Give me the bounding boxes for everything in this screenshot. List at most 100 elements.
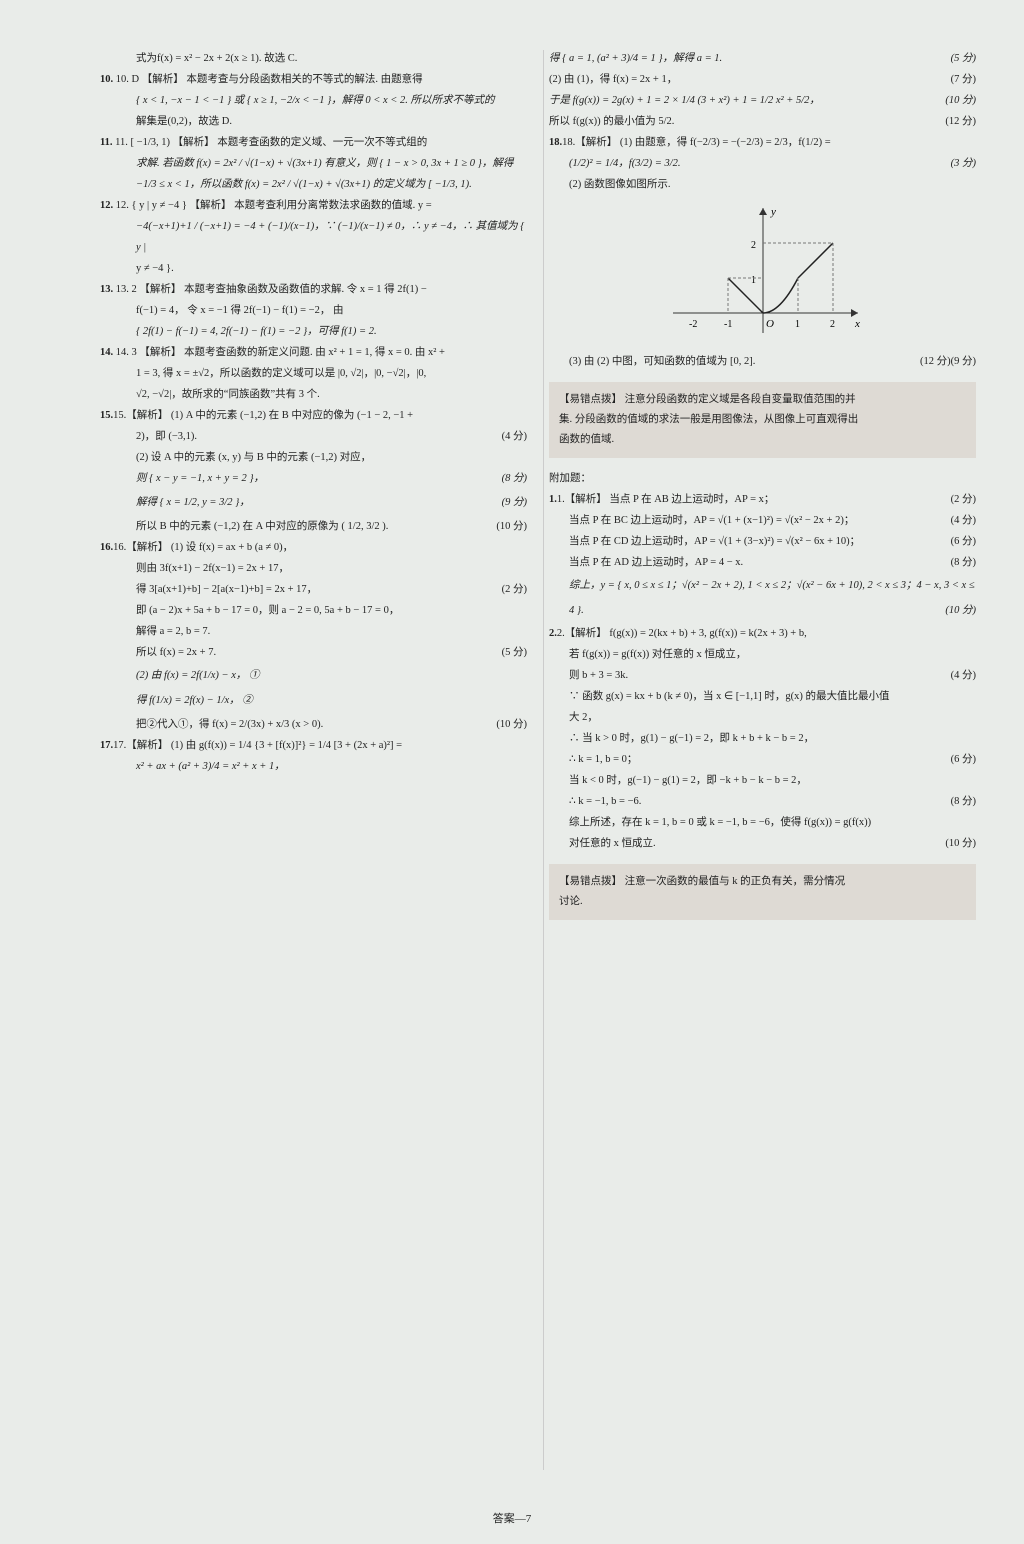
text: (1/2)² = 1/4，f(3/2) = 3/2. xyxy=(569,158,681,169)
ex1-l5: 综上，y = { x, 0 ≤ x ≤ 1；√(x² − 2x + 2), 1 … xyxy=(549,573,976,623)
score: (2 分) xyxy=(502,579,527,600)
columns: 式为f(x) = x² − 2x + 2(x ≥ 1). 故选 C. 10. 1… xyxy=(100,48,976,1488)
q10-line3: 解集是(0,2)，故选 D. xyxy=(100,111,527,132)
q14-line2: 1 = 3, 得 x = ±√2，所以函数的定义域可以是 |0, √2|，|0,… xyxy=(100,363,527,384)
score: (3 分) xyxy=(951,153,976,174)
ex2-l10: 综上所述，存在 k = 1, b = 0 或 k = −1, b = −6，使得… xyxy=(549,812,976,833)
q18-line2: (1/2)² = 1/4，f(3/2) = 3/2. (3 分) xyxy=(549,153,976,174)
callout2-l2: 讨论. xyxy=(559,892,966,912)
svg-text:2: 2 xyxy=(751,240,756,251)
r0b: (2) 由 (1)，得 f(x) = 2x + 1， (7 分) xyxy=(549,69,976,90)
score: (10 分) xyxy=(496,516,527,537)
column-divider xyxy=(543,50,544,1470)
q15-line2: 2)，即 (−3,1). (4 分) xyxy=(100,426,527,447)
text: 11. [ −1/3, 1) 【解析】 本题考查函数的定义域、一元一次不等式组的 xyxy=(115,137,427,148)
text: 综上，y = { x, 0 ≤ x ≤ 1；√(x² − 2x + 2), 1 … xyxy=(569,580,975,616)
text: 对任意的 x 恒成立. xyxy=(569,838,656,849)
q16-line7: (2) 由 f(x) = 2f(1/x) − x， ① xyxy=(100,663,527,688)
text: 15.【解析】 (1) A 中的元素 (−1,2) 在 B 中对应的像为 (−1… xyxy=(113,410,413,421)
ex2-l2: 若 f(g(x)) = g(f(x)) 对任意的 x 恒成立， xyxy=(549,644,976,665)
r0d: 所以 f(g(x)) 的最小值为 5/2.(12 分) xyxy=(549,111,976,132)
text: 把②代入①，得 f(x) = 2/(3x) + x/3 (x > 0). xyxy=(136,719,323,730)
q15-line4: 则 { x − y = −1, x + y = 2 }， (8 分) xyxy=(100,468,527,489)
score: (10 分) xyxy=(945,90,976,111)
score: (4 分) xyxy=(951,510,976,531)
text: 当点 P 在 AD 边上运动时，AP = 4 − x. xyxy=(569,557,743,568)
score: (8 分) xyxy=(502,468,527,489)
ex2-l5: 大 2， xyxy=(549,707,976,728)
text: 当点 P 在 BC 边上运动时，AP = √(1 + (x−1)²) = √(x… xyxy=(569,515,854,526)
r0a: 得 { a = 1, (a² + 3)/4 = 1 }，解得 a = 1. (5 … xyxy=(549,48,976,69)
text: 2)，即 (−3,1). xyxy=(136,431,197,442)
text: ∴ k = 1, b = 0； xyxy=(569,754,637,765)
ex2-l1: 2.2.【解析】 f(g(x)) = 2(kx + b) + 3, g(f(x)… xyxy=(549,623,976,644)
q16-line1: 16.16.【解析】 (1) 设 f(x) = ax + b (a ≠ 0)， xyxy=(100,537,527,558)
ex2-l4: ∵ 函数 g(x) = kx + b (k ≠ 0)，当 x ∈ [−1,1] … xyxy=(549,686,976,707)
ex1-l1: 1.1.【解析】 当点 P 在 AB 边上运动时，AP = x；(2 分) xyxy=(549,489,976,510)
text: 所以 B 中的元素 (−1,2) 在 A 中对应的原像为 ( 1/2, 3/2 … xyxy=(136,521,388,532)
q18-line5: (3) 由 (2) 中图，可知函数的值域为 [0, 2].(12 分) xyxy=(549,351,976,372)
text: 10. D 【解析】 本题考查与分段函数相关的不等式的解法. 由题意得 xyxy=(116,74,423,85)
text: 18.【解析】 (1) 由题意，得 f(−2/3) = −(−2/3) = 2/… xyxy=(562,137,831,148)
left-column: 式为f(x) = x² − 2x + 2(x ≥ 1). 故选 C. 10. 1… xyxy=(100,48,527,1488)
ex2-l3: 则 b + 3 = 3k.(4 分) xyxy=(549,665,976,686)
svg-text:1: 1 xyxy=(795,319,800,330)
page: 式为f(x) = x² − 2x + 2(x ≥ 1). 故选 C. 10. 1… xyxy=(0,0,1024,1544)
function-graph: x y -2 -1 O 1 2 1 2 xyxy=(663,203,863,343)
q16-line9: 把②代入①，得 f(x) = 2/(3x) + x/3 (x > 0).(10 … xyxy=(100,714,527,735)
svg-text:y: y xyxy=(770,206,776,218)
q15-line5: 解得 { x = 1/2, y = 3/2 }，(9 分) xyxy=(100,489,527,516)
svg-text:2: 2 xyxy=(830,319,835,330)
q14-line1: 14. 14. 3 【解析】 本题考查函数的新定义问题. 由 x² + 1 = … xyxy=(100,342,527,363)
text: 得 3[a(x+1)+b] − 2[a(x−1)+b] = 2x + 17， xyxy=(136,584,317,595)
text: 14. 3 【解析】 本题考查函数的新定义问题. 由 x² + 1 = 1, 得… xyxy=(116,347,445,358)
text: 当点 P 在 CD 边上运动时，AP = √(1 + (3−x)²) = √(x… xyxy=(569,536,860,547)
svg-text:-1: -1 xyxy=(724,319,732,330)
text: ∴ k = −1, b = −6. xyxy=(569,796,641,807)
score: (4 分) xyxy=(502,426,527,447)
line: 式为f(x) = x² − 2x + 2(x ≥ 1). 故选 C. xyxy=(100,48,527,69)
text: (3) 由 (2) 中图，可知函数的值域为 [0, 2]. xyxy=(569,356,755,367)
ex2-l7: ∴ k = 1, b = 0；(6 分) xyxy=(549,749,976,770)
q16-line6: 所以 f(x) = 2x + 7.(5 分) xyxy=(100,642,527,663)
q11-line1: 11. 11. [ −1/3, 1) 【解析】 本题考查函数的定义域、一元一次不… xyxy=(100,132,527,153)
q14-line3: √2, −√2|，故所求的“同族函数”共有 3 个. xyxy=(100,384,527,405)
q12-line3: y ≠ −4 }. xyxy=(100,258,527,279)
text: 17.【解析】 (1) 由 g(f(x)) = 1/4 {3 + [f(x)]²… xyxy=(113,740,402,751)
page-footer: 答案—7 xyxy=(0,1510,1024,1526)
q15-line6: 所以 B 中的元素 (−1,2) 在 A 中对应的原像为 ( 1/2, 3/2 … xyxy=(100,516,527,537)
score: (9 分) xyxy=(502,489,527,516)
q15-line1: 15.15.【解析】 (1) A 中的元素 (−1,2) 在 B 中对应的像为 … xyxy=(100,405,527,426)
extra-heading: 附加题： xyxy=(549,468,976,489)
score: (5 分) xyxy=(502,642,527,663)
score: (7 分) xyxy=(951,69,976,90)
text: 12. { y | y ≠ −4 } 【解析】 本题考查利用分离常数法求函数的值… xyxy=(116,200,432,211)
q16-line4: 即 (a − 2)x + 5a + b − 17 = 0，则 a − 2 = 0… xyxy=(100,600,527,621)
q11-line3: −1/3 ≤ x < 1，所以函数 f(x) = 2x² / √(1−x) + … xyxy=(100,174,527,195)
score: (5 分) xyxy=(951,48,976,69)
q17-line2: x² + ax + (a² + 3)/4 = x² + x + 1， xyxy=(100,756,527,777)
q16-line3: 得 3[a(x+1)+b] − 2[a(x−1)+b] = 2x + 17， (2… xyxy=(100,579,527,600)
text: 13. 2 【解析】 本题考查抽象函数及函数值的求解. 令 x = 1 得 2f… xyxy=(116,284,427,295)
ex2-l11: 对任意的 x 恒成立.(10 分) xyxy=(549,833,976,854)
callout1-l1: 【易错点拨】 注意分段函数的定义域是各段自变量取值范围的并 xyxy=(559,390,966,410)
text: 则 b + 3 = 3k. xyxy=(569,670,628,681)
q15-line3: (2) 设 A 中的元素 (x, y) 与 B 中的元素 (−1,2) 对应， xyxy=(100,447,527,468)
text: 得 { a = 1, (a² + 3)/4 = 1 }，解得 a = 1. xyxy=(549,53,722,64)
text: 于是 f(g(x)) = 2g(x) + 1 = 2 × 1/4 (3 + x²… xyxy=(549,95,820,106)
text: 2.【解析】 f(g(x)) = 2(kx + b) + 3, g(f(x)) … xyxy=(557,628,807,639)
right-column: 得 { a = 1, (a² + 3)/4 = 1 }，解得 a = 1. (5 … xyxy=(549,48,976,1488)
text: 则 { x − y = −1, x + y = 2 }， xyxy=(136,473,264,484)
q16-line8: 得 f(1/x) = 2f(x) − 1/x， ② xyxy=(100,688,527,713)
score: (8 分) xyxy=(951,791,976,812)
callout-1: 【易错点拨】 注意分段函数的定义域是各段自变量取值范围的并 集. 分段函数的值域… xyxy=(549,382,976,458)
callout-2: 【易错点拨】 注意一次函数的最值与 k 的正负有关，需分情况 讨论. xyxy=(549,864,976,920)
q18-line1: 18.18.【解析】 (1) 由题意，得 f(−2/3) = −(−2/3) =… xyxy=(549,132,976,153)
q16-line2: 则由 3f(x+1) − 2f(x−1) = 2x + 17， xyxy=(100,558,527,579)
score: (8 分) xyxy=(951,552,976,573)
text: 所以 f(g(x)) 的最小值为 5/2. xyxy=(549,116,674,127)
q10-formula: { x < 1, −x − 1 < −1 } 或 { x ≥ 1, −2/x <… xyxy=(100,90,527,111)
text: (2) 由 (1)，得 f(x) = 2x + 1， xyxy=(549,74,677,85)
q13-line1: 13. 13. 2 【解析】 本题考查抽象函数及函数值的求解. 令 x = 1 … xyxy=(100,279,527,300)
q12-line1: 12. 12. { y | y ≠ −4 } 【解析】 本题考查利用分离常数法求… xyxy=(100,195,527,216)
